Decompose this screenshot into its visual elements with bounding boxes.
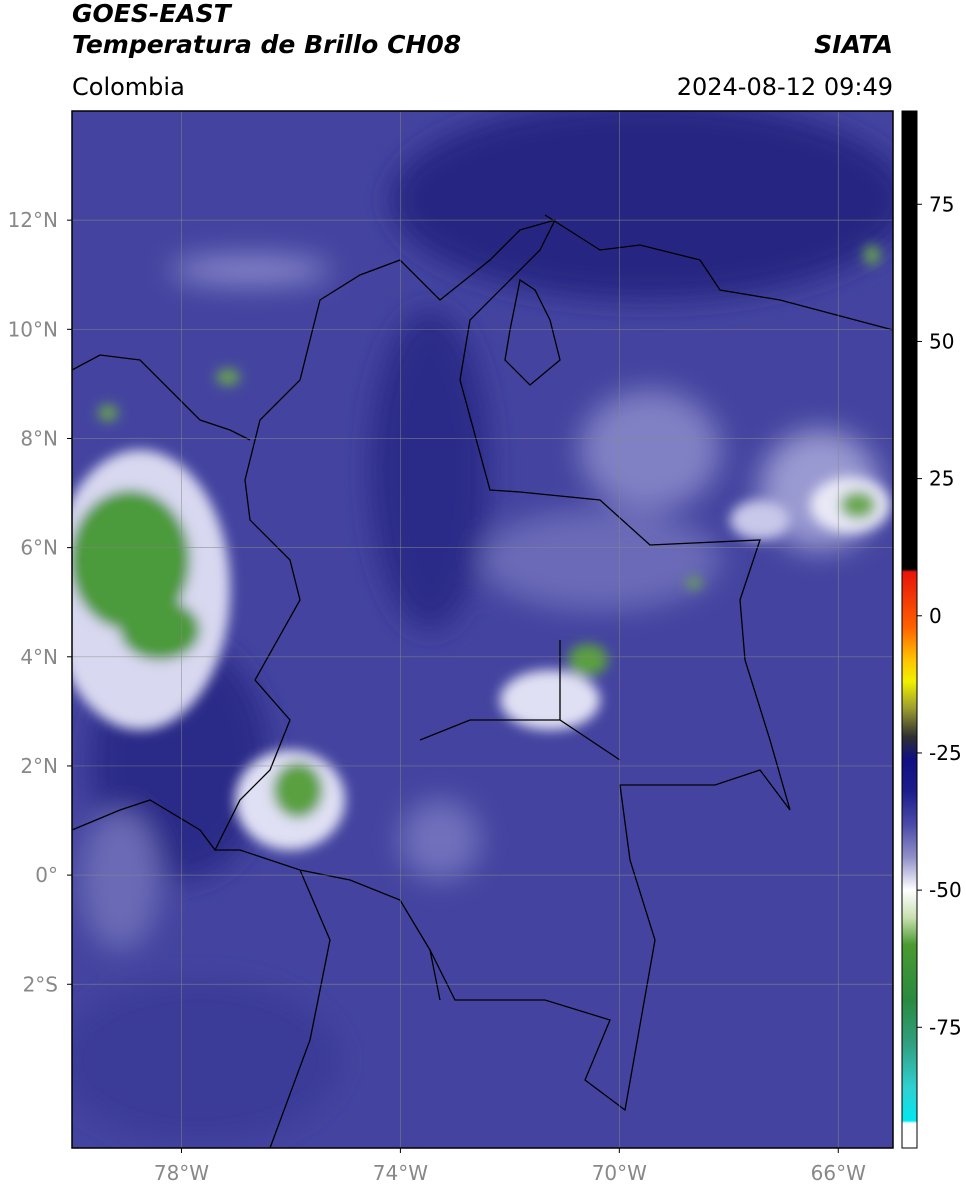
colorbar-tick-label: -75 (929, 1015, 962, 1039)
y-tick-label: 4°N (20, 645, 58, 669)
colorbar-tick-label: 0 (929, 604, 942, 628)
colorbar-tick-label: -25 (929, 741, 962, 765)
satellite-image (72, 111, 893, 1148)
graticule (72, 111, 893, 1148)
subtitle: Temperatura de Brillo CH08 (72, 30, 461, 59)
y-tick-label: 8°N (20, 426, 58, 450)
colorbar (901, 110, 918, 1149)
x-tick-label: 66°W (811, 1161, 866, 1185)
borders (72, 214, 893, 1148)
y-tick-label: 6°N (20, 536, 58, 560)
datetime: 2024-08-12 09:49 (677, 73, 893, 101)
title: GOES-EAST (72, 0, 233, 28)
colorbar-tick-label: -50 (929, 878, 962, 902)
y-tick-label: 12°N (8, 208, 58, 232)
y-tick-label: 2°N (20, 754, 58, 778)
y-tick-label: 0° (35, 863, 58, 887)
y-tick-label: 2°S (23, 972, 58, 996)
region: Colombia (72, 73, 185, 101)
x-tick-label: 74°W (373, 1161, 428, 1185)
colorbar-tick-label: 75 (929, 192, 954, 216)
y-tick-label: 10°N (8, 317, 58, 341)
x-tick-label: 78°W (154, 1161, 209, 1185)
colorbar-tick-label: 50 (929, 329, 954, 353)
x-tick-label: 70°W (592, 1161, 647, 1185)
map-frame (71, 110, 894, 1149)
source: SIATA (814, 30, 893, 59)
colorbar-tick-label: 25 (929, 467, 954, 491)
